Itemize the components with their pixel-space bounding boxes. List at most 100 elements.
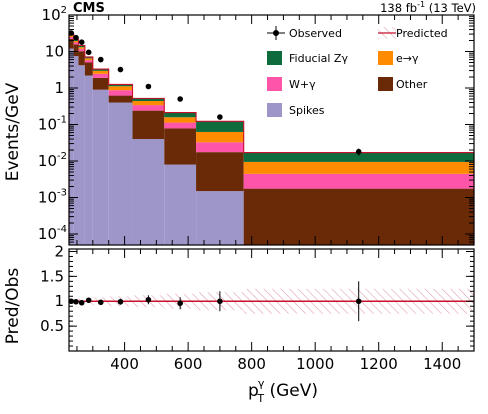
legend-label-other: Other — [396, 78, 428, 91]
bar-other — [92, 77, 109, 90]
legend-label-w_gamma: W+γ — [289, 78, 316, 91]
legend-label-e_to_gamma: e→γ — [396, 52, 419, 65]
bar-spikes — [164, 164, 197, 245]
bar-w_gamma — [78, 48, 85, 52]
bar-spikes — [92, 89, 109, 245]
bar-e_to_gamma — [196, 131, 244, 143]
bar-other — [108, 95, 133, 103]
bottom-xtick-label: 800 — [237, 355, 266, 373]
bar-e_to_gamma — [132, 101, 165, 106]
ratio-point — [145, 296, 152, 303]
x-axis-label: pγ T (GeV) — [248, 377, 318, 405]
bar-w_gamma — [69, 36, 74, 40]
legend-label-predicted: Predicted — [396, 27, 448, 40]
legend-swatch-other — [378, 77, 393, 91]
top-ytick-label: 10-4 — [38, 224, 67, 243]
bar-spikes — [78, 65, 85, 245]
legend-swatch-spikes — [267, 103, 282, 117]
bar-other — [78, 51, 85, 66]
legend-label-fiducial_zg: Fiducial Zγ — [289, 52, 348, 65]
bar-fiducial_zg — [92, 69, 109, 71]
legend-swatch-fiducial_zg — [267, 51, 282, 65]
bar-e_to_gamma — [78, 47, 85, 49]
bar-w_gamma — [196, 142, 244, 153]
ratio-point — [117, 298, 124, 305]
observed-point — [217, 114, 223, 120]
bar-w_gamma — [243, 173, 474, 189]
bar-spikes — [108, 102, 133, 245]
ratio-point — [177, 300, 183, 307]
observed-point — [355, 148, 362, 155]
ratio-point — [217, 298, 223, 305]
observed-point — [85, 49, 92, 56]
top-ytick-label: 10-1 — [38, 115, 67, 134]
bar-w_gamma — [164, 122, 197, 129]
bar-w_gamma — [84, 60, 93, 63]
observed-point — [97, 56, 104, 63]
bar-fiducial_zg — [243, 152, 474, 162]
legend-swatch-w_gamma — [267, 77, 282, 91]
observed-point — [78, 39, 85, 45]
bar-fiducial_zg — [78, 45, 85, 48]
bar-fiducial_zg — [84, 56, 93, 59]
bar-fiducial_zg — [196, 121, 244, 132]
observed-point — [145, 83, 152, 90]
observed-point — [177, 96, 183, 102]
top-ytick-label: 10 — [45, 43, 64, 61]
bottom-xtick-label: 1400 — [423, 355, 461, 373]
ratio-point — [78, 299, 85, 306]
experiment-label: CMS — [73, 1, 105, 16]
bar-spikes — [69, 48, 74, 246]
bar-other — [69, 39, 74, 49]
observed-point — [117, 66, 124, 73]
bar-e_to_gamma — [92, 70, 109, 74]
top-ytick-label: 10-2 — [38, 151, 67, 170]
top-ytick-label: 102 — [42, 5, 67, 24]
bar-spikes — [132, 139, 165, 245]
bar-w_gamma — [73, 42, 79, 45]
bar-e_to_gamma — [108, 86, 133, 91]
bar-spikes — [196, 191, 244, 245]
legend-label-observed: Observed — [289, 27, 342, 40]
bottom-xtick-label: 400 — [110, 355, 139, 373]
bottom-ylabel: Pred/Obs — [3, 268, 23, 345]
bottom-plot-frame — [68, 248, 475, 352]
bar-other — [164, 128, 197, 165]
bottom-ytick-label: 1 — [54, 292, 64, 310]
top-ylabel: Events/GeV — [3, 82, 23, 181]
bar-fiducial_zg — [164, 112, 197, 118]
bar-spikes — [73, 56, 79, 246]
bar-w_gamma — [108, 90, 133, 96]
bar-other — [243, 188, 474, 245]
legend-label-spikes: Spikes — [289, 104, 325, 117]
bottom-xtick-label: 600 — [174, 355, 203, 373]
ratio-point — [97, 299, 104, 306]
bottom-xtick-label: 1200 — [360, 355, 398, 373]
bar-e_to_gamma — [69, 35, 74, 37]
bottom-ytick-label: 1.5 — [40, 267, 64, 285]
bottom-ytick-label: 2 — [54, 242, 64, 260]
legend-swatch-e_to_gamma — [378, 51, 393, 65]
bar-w_gamma — [92, 73, 109, 78]
legend-observed-marker — [273, 30, 279, 36]
bar-w_gamma — [132, 105, 165, 111]
bar-other — [196, 152, 244, 192]
bar-other — [132, 110, 165, 140]
bar-other — [84, 62, 93, 76]
bar-e_to_gamma — [84, 58, 93, 61]
bar-other — [73, 44, 79, 57]
bar-e_to_gamma — [164, 117, 197, 123]
observed-point — [73, 34, 79, 41]
bar-fiducial_zg — [132, 98, 165, 102]
top-ytick-label: 10-3 — [38, 188, 67, 207]
bar-spikes — [84, 75, 93, 245]
top-ytick-label: 1 — [54, 79, 64, 97]
bar-fiducial_zg — [108, 84, 133, 87]
bar-e_to_gamma — [73, 40, 79, 43]
ratio-point — [85, 297, 92, 304]
ratio-point — [355, 298, 362, 305]
bottom-xtick-label: 1000 — [296, 355, 334, 373]
luminosity-label: 138 fb-1 (13 TeV) — [380, 0, 476, 15]
